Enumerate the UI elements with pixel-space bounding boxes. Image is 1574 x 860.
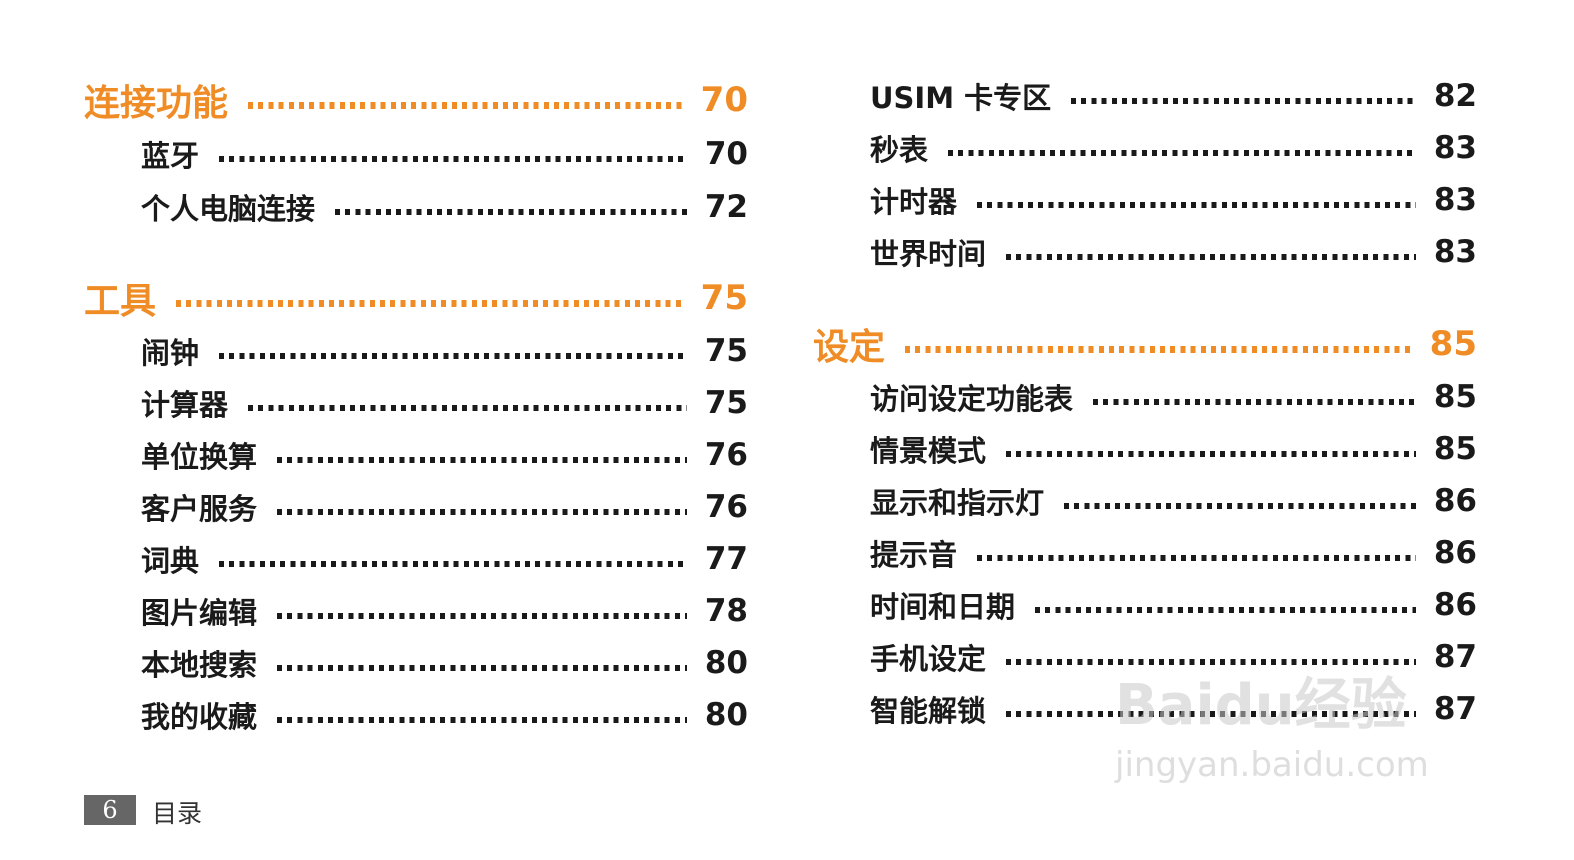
toc-entry[interactable]: USIM 卡专区 82 (870, 74, 1477, 118)
dot-leader (219, 156, 687, 162)
dot-leader (948, 150, 1416, 156)
toc-entry[interactable]: 单位换算 76 (141, 433, 748, 477)
dot-leader (176, 299, 683, 307)
entry-page: 85 (1429, 324, 1477, 364)
dot-leader (905, 345, 1412, 353)
dot-leader (977, 555, 1416, 561)
entry-title: 手机设定 (870, 642, 987, 676)
entry-title: 设定 (813, 327, 886, 368)
entry-page: 70 (700, 80, 748, 120)
toc-entry[interactable]: 提示音 86 (870, 531, 1477, 575)
entry-title: 图片编辑 (141, 596, 258, 630)
toc-entry[interactable]: 显示和指示灯 86 (870, 479, 1477, 523)
entry-page: 70 (704, 136, 748, 172)
entry-page: 76 (704, 437, 748, 473)
entry-title: 计时器 (870, 185, 958, 219)
entry-title: 时间和日期 (870, 590, 1016, 624)
dot-leader (277, 665, 687, 671)
footer-title: 目录 (152, 799, 203, 828)
entry-title: 我的收藏 (141, 700, 258, 734)
toc-entry[interactable]: 情景模式 85 (870, 427, 1477, 471)
entry-title: 提示音 (870, 538, 958, 572)
entry-page: 87 (1433, 639, 1477, 675)
dot-leader (277, 613, 687, 619)
dot-leader (1006, 254, 1416, 260)
footer-page-number: 6 (84, 795, 136, 825)
dot-leader (277, 509, 687, 515)
entry-title: 闹钟 (141, 336, 200, 370)
toc-entry[interactable]: 秒表 83 (870, 126, 1477, 170)
toc-entry[interactable]: 计时器 83 (870, 178, 1477, 222)
dot-leader (1064, 503, 1416, 509)
entry-title: 计算器 (141, 388, 229, 422)
entry-title: 本地搜索 (141, 648, 258, 682)
entry-title: 智能解锁 (870, 694, 987, 728)
toc-entry[interactable]: 时间和日期 86 (870, 583, 1477, 627)
toc-section[interactable]: 工具 75 (84, 273, 748, 323)
entry-title: 工具 (84, 281, 157, 322)
entry-title: 显示和指示灯 (870, 486, 1045, 520)
toc-entry[interactable]: 手机设定 87 (870, 635, 1477, 679)
entry-page: 86 (1433, 483, 1477, 519)
entry-title: 访问设定功能表 (870, 382, 1074, 416)
entry-page: 85 (1433, 431, 1477, 467)
toc-entry[interactable]: 世界时间 83 (870, 230, 1477, 274)
dot-leader (277, 457, 687, 463)
entry-title: 情景模式 (870, 434, 987, 468)
dot-leader (1093, 399, 1416, 405)
dot-leader (1006, 451, 1416, 457)
entry-page: 83 (1433, 182, 1477, 218)
entry-page: 87 (1433, 691, 1477, 727)
entry-title: 连接功能 (84, 83, 229, 124)
entry-page: 83 (1433, 234, 1477, 270)
entry-page: 75 (700, 278, 748, 318)
toc-entry[interactable]: 词典 77 (141, 537, 748, 581)
entry-page: 86 (1433, 535, 1477, 571)
dot-leader (977, 202, 1416, 208)
entry-page: 80 (704, 697, 748, 733)
dot-leader (1035, 607, 1416, 613)
entry-page: 75 (704, 385, 748, 421)
entry-title: 单位换算 (141, 440, 258, 474)
entry-page: 80 (704, 645, 748, 681)
toc-entry[interactable]: 客户服务 76 (141, 485, 748, 529)
entry-title: 个人电脑连接 (141, 192, 316, 226)
dot-leader (1006, 711, 1416, 717)
toc-entry[interactable]: 闹钟 75 (141, 329, 748, 373)
dot-leader (1006, 659, 1416, 665)
dot-leader (219, 353, 687, 359)
dot-leader (248, 101, 683, 109)
entry-page: 77 (704, 541, 748, 577)
toc-entry[interactable]: 个人电脑连接 72 (141, 185, 748, 229)
entry-page: 83 (1433, 130, 1477, 166)
toc-entry[interactable]: 计算器 75 (141, 381, 748, 425)
entry-title: 蓝牙 (141, 139, 200, 173)
dot-leader (277, 717, 687, 723)
dot-leader (248, 405, 687, 411)
entry-page: 85 (1433, 379, 1477, 415)
toc-entry[interactable]: 我的收藏 80 (141, 693, 748, 737)
entry-page: 86 (1433, 587, 1477, 623)
toc-entry[interactable]: 智能解锁 87 (870, 687, 1477, 731)
entry-title: 世界时间 (870, 237, 987, 271)
dot-leader (1071, 98, 1416, 104)
entry-title: USIM 卡专区 (870, 81, 1052, 115)
entry-title: 词典 (141, 544, 200, 578)
toc-section[interactable]: 连接功能 70 (84, 75, 748, 125)
dot-leader (335, 209, 687, 215)
entry-title: 客户服务 (141, 492, 258, 526)
toc-entry[interactable]: 本地搜索 80 (141, 641, 748, 685)
entry-page: 78 (704, 593, 748, 629)
toc-entry[interactable]: 访问设定功能表 85 (870, 375, 1477, 419)
entry-page: 75 (704, 333, 748, 369)
entry-page: 76 (704, 489, 748, 525)
entry-page: 72 (704, 189, 748, 225)
entry-page: 82 (1433, 78, 1477, 114)
toc-entry[interactable]: 蓝牙 70 (141, 132, 748, 176)
watermark-url: jingyan.baidu.com (1115, 745, 1429, 785)
entry-title: 秒表 (870, 133, 929, 167)
dot-leader (219, 561, 687, 567)
toc-entry[interactable]: 图片编辑 78 (141, 589, 748, 633)
toc-section[interactable]: 设定 85 (813, 319, 1477, 369)
